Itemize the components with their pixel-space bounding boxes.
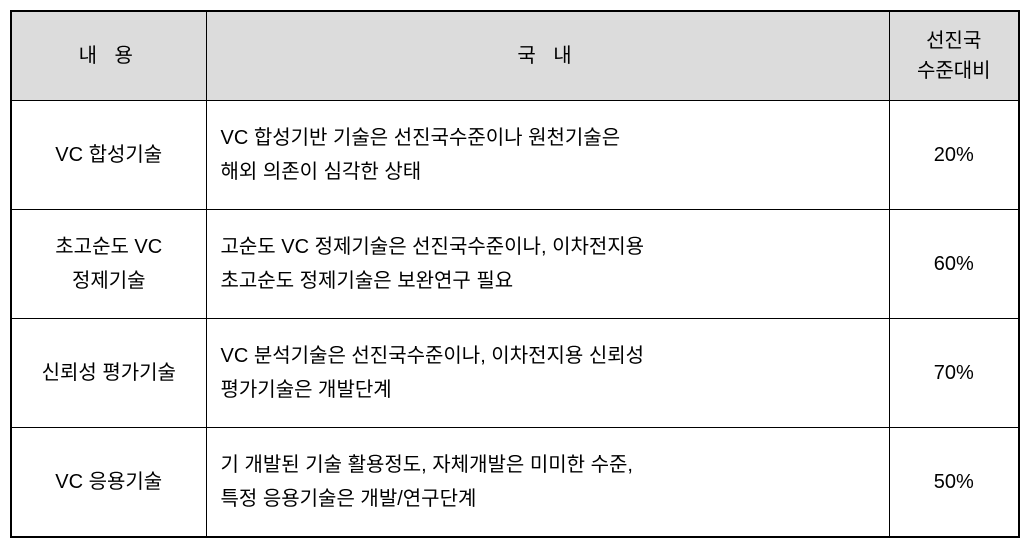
header-domestic: 국 내 bbox=[206, 11, 889, 101]
desc-line: 초고순도 정제기술은 보완연구 필요 bbox=[221, 270, 514, 292]
cell-pct: 50% bbox=[889, 428, 1019, 538]
cell-category: 신뢰성 평가기술 bbox=[11, 319, 206, 428]
table-row: 신뢰성 평가기술 VC 분석기술은 선진국수준이나, 이차전지용 신뢰성 평가기… bbox=[11, 319, 1019, 428]
cell-pct: 20% bbox=[889, 101, 1019, 210]
cell-category: VC 응용기술 bbox=[11, 428, 206, 538]
category-line: 정제기술 bbox=[72, 270, 146, 292]
header-pct: 선진국 수준대비 bbox=[889, 11, 1019, 101]
table-row: VC 합성기술 VC 합성기반 기술은 선진국수준이나 원천기술은 해외 의존이… bbox=[11, 101, 1019, 210]
cell-desc: VC 합성기반 기술은 선진국수준이나 원천기술은 해외 의존이 심각한 상태 bbox=[206, 101, 889, 210]
cell-pct: 70% bbox=[889, 319, 1019, 428]
header-pct-line2: 수준대비 bbox=[917, 60, 991, 82]
table-row: 초고순도 VC 정제기술 고순도 VC 정제기술은 선진국수준이나, 이차전지용… bbox=[11, 210, 1019, 319]
desc-line: 기 개발된 기술 활용정도, 자체개발은 미미한 수준, bbox=[221, 454, 633, 476]
desc-line: 평가기술은 개발단계 bbox=[221, 379, 392, 401]
comparison-table: 내 용 국 내 선진국 수준대비 VC 합성기술 VC 합성기반 기술은 선진국… bbox=[10, 10, 1020, 538]
table-row: VC 응용기술 기 개발된 기술 활용정도, 자체개발은 미미한 수준, 특정 … bbox=[11, 428, 1019, 538]
header-pct-line1: 선진국 bbox=[926, 30, 981, 52]
desc-line: VC 분석기술은 선진국수준이나, 이차전지용 신뢰성 bbox=[221, 345, 645, 367]
cell-desc: 고순도 VC 정제기술은 선진국수준이나, 이차전지용 초고순도 정제기술은 보… bbox=[206, 210, 889, 319]
desc-line: VC 합성기반 기술은 선진국수준이나 원천기술은 bbox=[221, 127, 621, 149]
table-container: 내 용 국 내 선진국 수준대비 VC 합성기술 VC 합성기반 기술은 선진국… bbox=[10, 10, 1020, 538]
cell-category: 초고순도 VC 정제기술 bbox=[11, 210, 206, 319]
cell-desc: VC 분석기술은 선진국수준이나, 이차전지용 신뢰성 평가기술은 개발단계 bbox=[206, 319, 889, 428]
table-header-row: 내 용 국 내 선진국 수준대비 bbox=[11, 11, 1019, 101]
desc-line: 해외 의존이 심각한 상태 bbox=[221, 161, 422, 183]
desc-line: 고순도 VC 정제기술은 선진국수준이나, 이차전지용 bbox=[221, 236, 645, 258]
cell-desc: 기 개발된 기술 활용정도, 자체개발은 미미한 수준, 특정 응용기술은 개발… bbox=[206, 428, 889, 538]
header-category: 내 용 bbox=[11, 11, 206, 101]
cell-pct: 60% bbox=[889, 210, 1019, 319]
cell-category: VC 합성기술 bbox=[11, 101, 206, 210]
desc-line: 특정 응용기술은 개발/연구단계 bbox=[221, 488, 477, 510]
category-line: 초고순도 VC bbox=[55, 236, 162, 258]
